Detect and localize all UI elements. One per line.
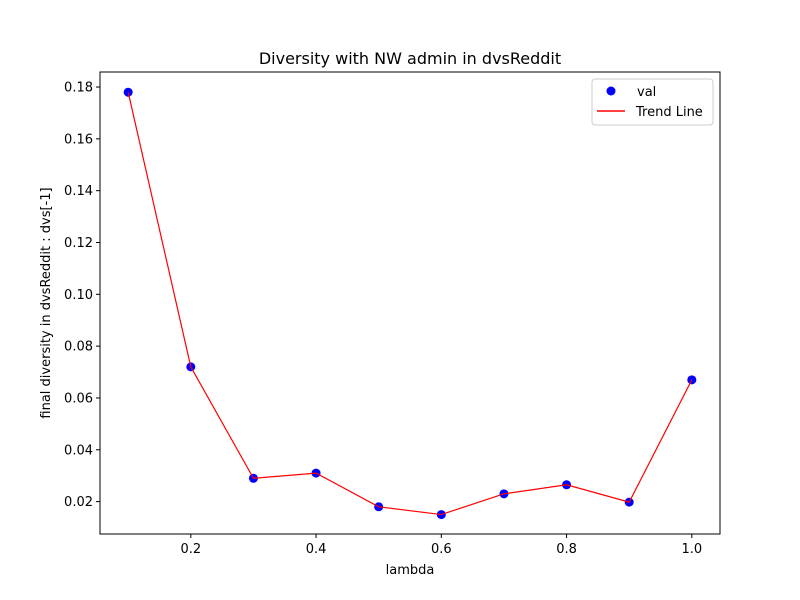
y-tick-label: 0.02 xyxy=(64,495,93,510)
y-tick-label: 0.18 xyxy=(64,81,93,96)
x-axis-label: lambda xyxy=(386,563,435,578)
y-axis: 0.02 0.04 0.06 0.08 0.10 0.12 0.14 0.16 0.18 xyxy=(64,81,100,510)
y-tick-label: 0.08 xyxy=(64,340,93,355)
series-layer xyxy=(123,87,697,520)
legend-label-val: val xyxy=(637,85,656,100)
x-tick-label: 0.2 xyxy=(180,542,201,557)
x-axis: 0.2 0.4 0.6 0.8 1.0 xyxy=(180,534,702,557)
y-tick-label: 0.12 xyxy=(64,236,93,251)
x-tick-label: 0.6 xyxy=(431,542,452,557)
series-line-trend-line xyxy=(127,92,693,516)
legend-box xyxy=(591,78,714,126)
y-tick-label: 0.06 xyxy=(64,391,93,406)
y-tick-label: 0.16 xyxy=(64,132,93,147)
y-tick-label: 0.10 xyxy=(64,288,93,303)
legend: val Trend Line xyxy=(591,78,714,126)
legend-label-trend-line: Trend Line xyxy=(635,105,703,120)
legend-marker-val xyxy=(606,86,616,96)
plot-area-frame xyxy=(99,71,721,535)
chart-title: Diversity with NW admin in dvsReddit xyxy=(259,49,561,68)
x-tick-label: 0.4 xyxy=(306,542,327,557)
y-tick-label: 0.04 xyxy=(64,443,93,458)
y-axis-label: final diversity in dvsReddit : dvs[-1] xyxy=(39,187,54,418)
x-tick-label: 0.8 xyxy=(556,542,577,557)
data-point-val xyxy=(123,87,133,97)
y-tick-label: 0.14 xyxy=(64,184,93,199)
x-tick-label: 1.0 xyxy=(681,542,702,557)
